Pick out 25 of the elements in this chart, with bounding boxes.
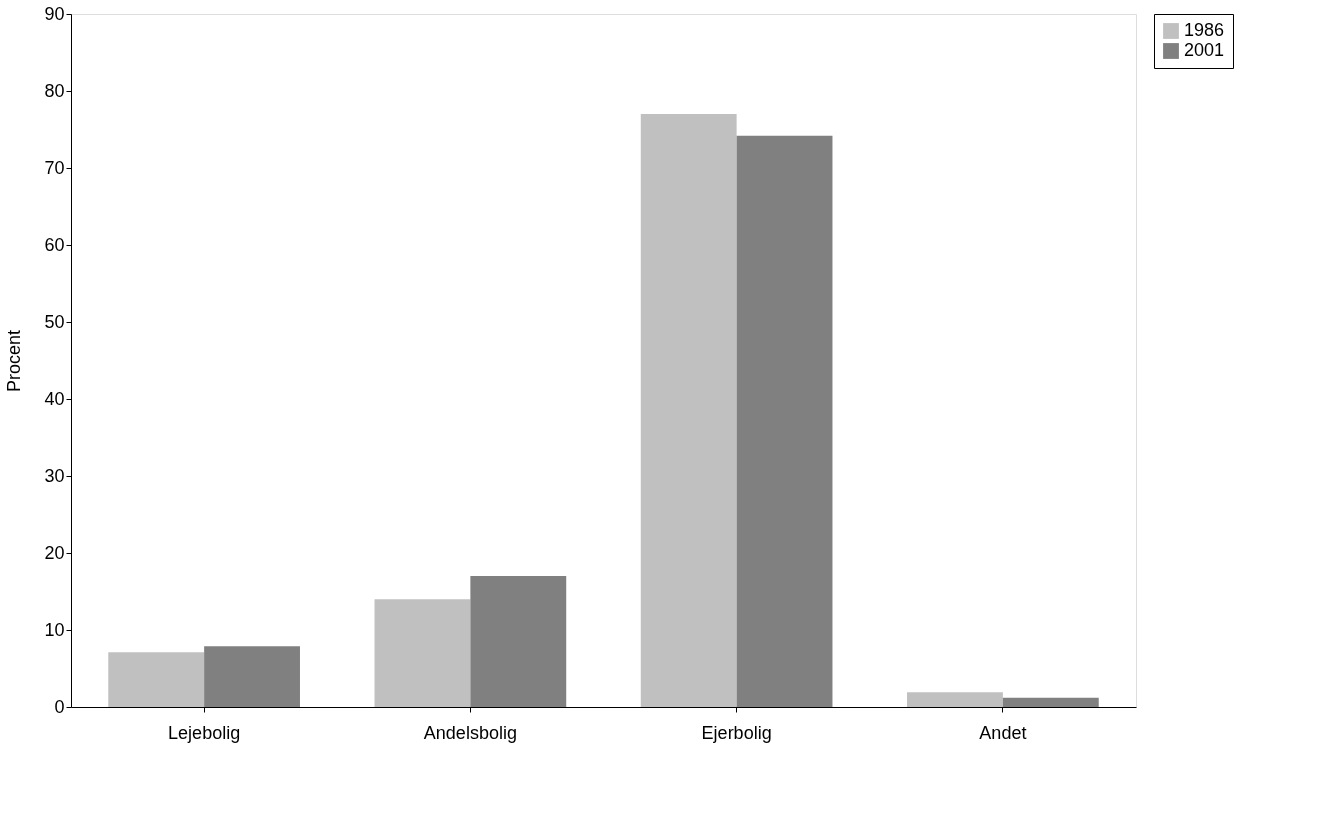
bar <box>640 114 737 707</box>
bar <box>736 135 833 707</box>
bar <box>1002 697 1099 707</box>
y-axis-title: Procent <box>4 329 25 393</box>
y-tick-label: 40 <box>44 388 65 409</box>
x-tick-label: Andet <box>979 722 1027 743</box>
bar <box>907 692 1003 707</box>
y-tick-label: 90 <box>44 3 65 24</box>
legend-label: 2001 <box>1184 40 1225 60</box>
y-tick-label: 50 <box>44 311 65 332</box>
bar <box>204 646 300 707</box>
y-tick-label: 20 <box>44 542 65 563</box>
x-tick-label: Lejebolig <box>168 722 241 743</box>
y-tick-label: 70 <box>44 157 65 178</box>
x-tick-label: Andelsbolig <box>423 722 517 743</box>
y-tick-label: 10 <box>44 619 65 640</box>
bar <box>374 599 471 707</box>
y-tick-label: 80 <box>44 80 65 101</box>
bar <box>470 576 567 707</box>
y-tick-label: 30 <box>44 465 65 486</box>
bar <box>108 652 205 707</box>
x-tick-label: Ejerbolig <box>701 722 772 743</box>
legend-label: 1986 <box>1184 20 1225 40</box>
y-tick-label: 0 <box>54 696 65 717</box>
y-tick-label: 60 <box>44 234 65 255</box>
